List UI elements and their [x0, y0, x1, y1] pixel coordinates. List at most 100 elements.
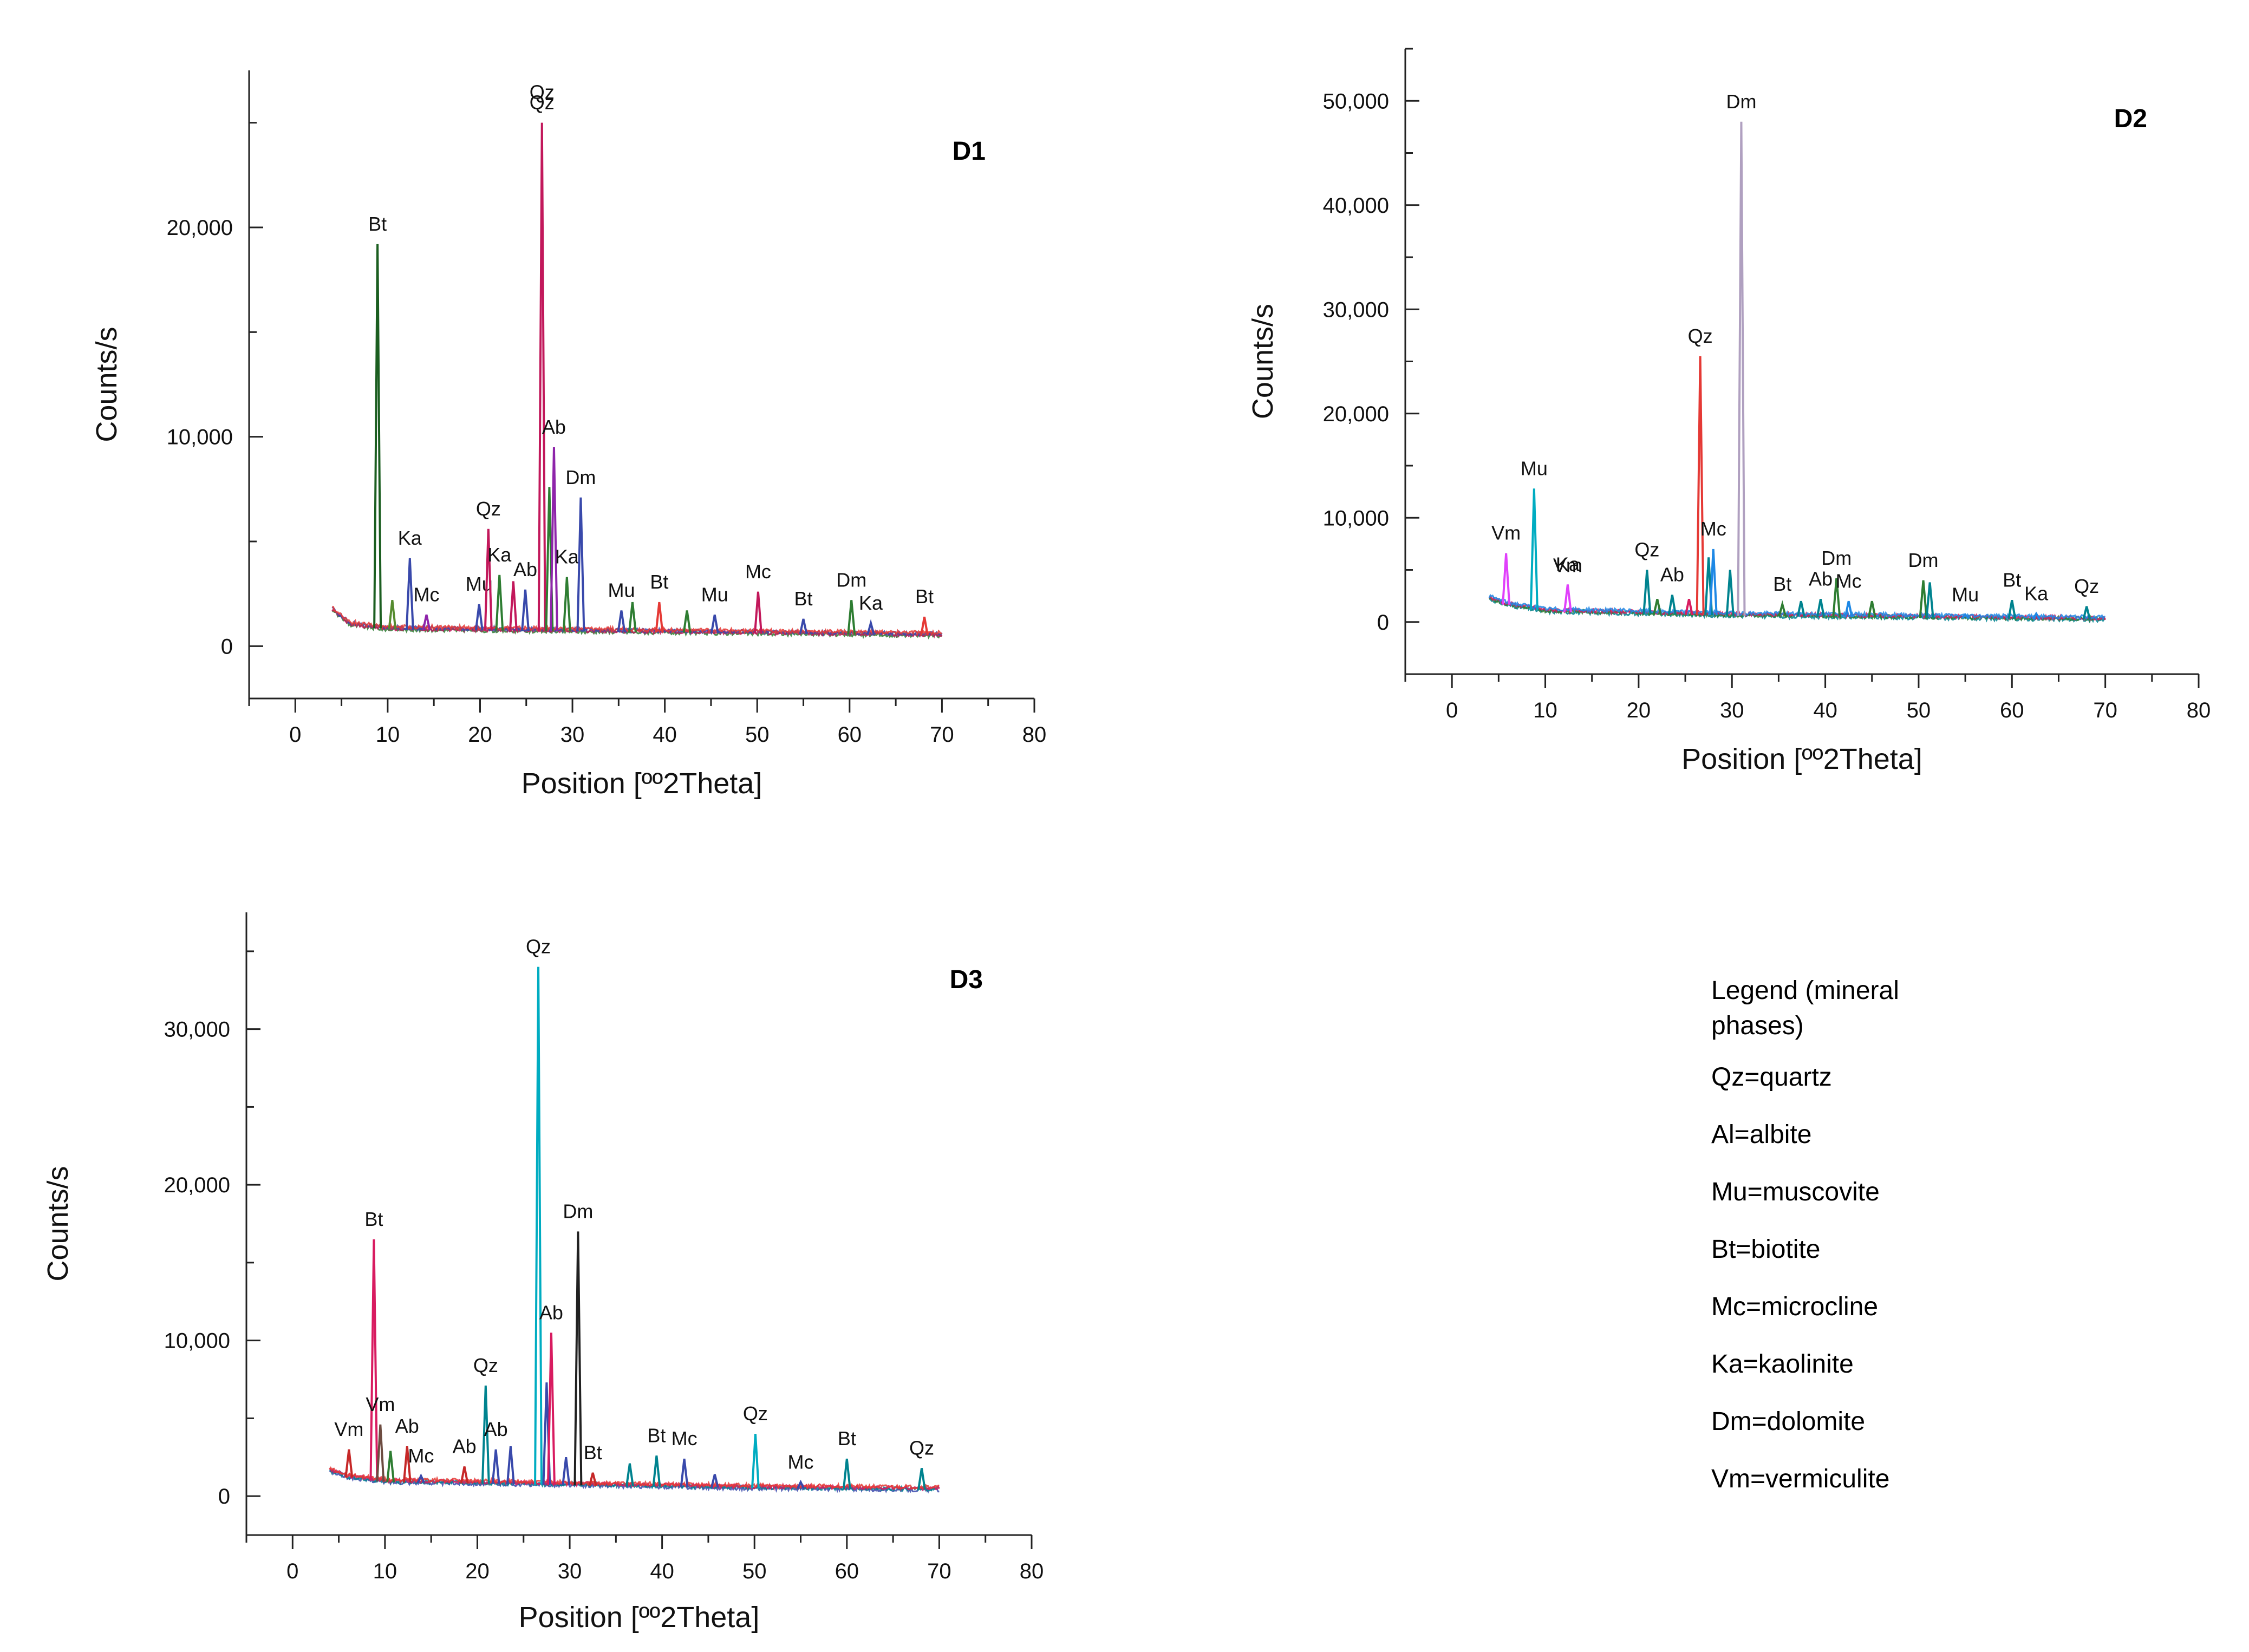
- peak-label: Bt: [650, 571, 668, 593]
- peak-label: Ka: [398, 527, 422, 549]
- diffraction-peak: [405, 558, 414, 630]
- diffraction-peak: [2032, 611, 2041, 620]
- y-tick-label: 20,000: [167, 216, 233, 240]
- diffraction-peak: [1867, 600, 1876, 618]
- peak-label: Qz: [476, 498, 501, 520]
- diffraction-peak: [1684, 598, 1693, 615]
- x-tick-label: 10: [373, 1559, 397, 1583]
- x-tick-label: 50: [1907, 698, 1931, 722]
- x-tick-label: 30: [558, 1559, 582, 1583]
- peak-label: Vm: [1491, 522, 1521, 544]
- y-tick-label: 40,000: [1323, 194, 1389, 218]
- y-tick-label: 0: [218, 1485, 230, 1509]
- diffraction-peak: [2082, 606, 2091, 620]
- peak-label: Bt: [364, 1208, 383, 1230]
- diffraction-peak: [588, 1472, 597, 1486]
- panel-label: D3: [950, 965, 983, 994]
- x-tick-label: 70: [927, 1559, 951, 1583]
- legend-title-line2: phases): [1711, 1011, 1804, 1040]
- diffraction-peak: [386, 1451, 395, 1483]
- peak-label: Ab: [513, 558, 537, 580]
- diffraction-peak: [521, 589, 530, 631]
- diffraction-peak: [1642, 570, 1652, 614]
- peak-label: Qz: [1634, 539, 1659, 561]
- pattern-trace: [329, 1466, 940, 1491]
- x-axis-title: Position [ºº2Theta]: [519, 1601, 760, 1634]
- y-tick-label: 10,000: [164, 1329, 230, 1353]
- diffraction-peak: [751, 1434, 760, 1488]
- x-tick-label: 0: [286, 1559, 298, 1583]
- peak-label: Dm: [1821, 547, 1852, 569]
- peak-label: Ab: [395, 1415, 419, 1437]
- diffraction-peak: [484, 528, 493, 631]
- panel-label: D2: [2114, 105, 2147, 133]
- x-tick-label: 10: [1533, 698, 1557, 722]
- x-tick-label: 60: [835, 1559, 859, 1583]
- peak-label: Mc: [1700, 518, 1726, 540]
- diffraction-peak: [847, 600, 856, 635]
- peak-label: Dm: [565, 466, 596, 488]
- y-axis-title: Counts/s: [1247, 304, 1279, 419]
- diffraction-peak: [753, 591, 762, 634]
- peak-label: Dm: [1908, 549, 1939, 571]
- diffraction-peak: [373, 244, 382, 629]
- diffraction-peak: [1778, 600, 1787, 617]
- diffraction-peak: [1502, 553, 1511, 605]
- diffraction-peak: [402, 1446, 412, 1483]
- y-tick-label: 10,000: [1323, 506, 1389, 530]
- diffraction-peak: [573, 1231, 583, 1486]
- diffraction-peak: [1832, 578, 1841, 617]
- diffraction-peak: [2007, 599, 2017, 619]
- peak-label: Ka: [555, 546, 579, 568]
- peak-label: Mu: [608, 579, 635, 602]
- diffraction-peak: [495, 574, 504, 631]
- diffraction-peak: [1667, 595, 1677, 615]
- legend-entry: Al=albite: [1711, 1120, 1811, 1149]
- diffraction-peak: [491, 1449, 500, 1484]
- diffraction-peak: [617, 610, 626, 632]
- peak-label: Bt: [838, 1427, 856, 1449]
- diffraction-peak: [534, 967, 543, 1485]
- diffraction-peak: [710, 614, 719, 634]
- peak-label: Bt: [368, 213, 387, 235]
- peak-label: Qz: [530, 81, 555, 103]
- legend-entry: Bt=biotite: [1711, 1235, 1820, 1264]
- diffraction-peak: [920, 616, 929, 636]
- peak-label: Vm: [366, 1393, 395, 1415]
- y-tick-label: 50,000: [1323, 89, 1389, 113]
- peak-label: Ka: [487, 544, 512, 566]
- peak-label: Mc: [414, 583, 440, 605]
- diffraction-peak: [1653, 598, 1662, 615]
- diffraction-peak: [655, 602, 664, 633]
- peak-label: Qz: [909, 1436, 934, 1459]
- diffraction-peak: [422, 614, 431, 630]
- x-tick-label: 30: [1720, 698, 1744, 722]
- peak-label: Vm: [334, 1418, 363, 1440]
- peak-label: Qz: [2074, 575, 2099, 597]
- mineral-legend: Legend (mineral phases) Qz=quartz Al=albi…: [1711, 976, 1899, 1493]
- diffraction-peak: [866, 619, 875, 636]
- peak-label: Ab: [453, 1435, 477, 1458]
- peak-label: Ka: [2024, 582, 2049, 604]
- peak-label: Qz: [473, 1354, 498, 1376]
- diffraction-peak: [388, 600, 397, 630]
- x-tick-label: 0: [289, 723, 301, 747]
- diffraction-peak: [680, 1458, 689, 1487]
- x-tick-label: 70: [930, 723, 954, 747]
- diffraction-peak: [1961, 613, 1970, 619]
- peak-label: Mc: [745, 560, 771, 583]
- diffraction-peak: [416, 1473, 426, 1484]
- y-axis-title: Counts/s: [90, 327, 123, 442]
- xrd-chart-d1: 0 10 20 30 40 50 60 70 80 0 10,000 20,000 Position […: [90, 70, 1046, 800]
- x-tick-label: 50: [745, 723, 770, 747]
- diffraction-peak: [796, 1479, 805, 1490]
- peak-label: Qz: [743, 1402, 768, 1425]
- legend-title-line1: Legend (mineral: [1711, 976, 1899, 1005]
- diffraction-peak: [917, 1468, 926, 1490]
- peak-label: Bt: [2003, 569, 2021, 591]
- pattern-trace: [332, 605, 942, 637]
- x-tick-label: 30: [560, 723, 585, 747]
- diffraction-peak: [549, 447, 558, 631]
- diffraction-peak: [1844, 600, 1853, 618]
- x-tick-label: 40: [653, 723, 677, 747]
